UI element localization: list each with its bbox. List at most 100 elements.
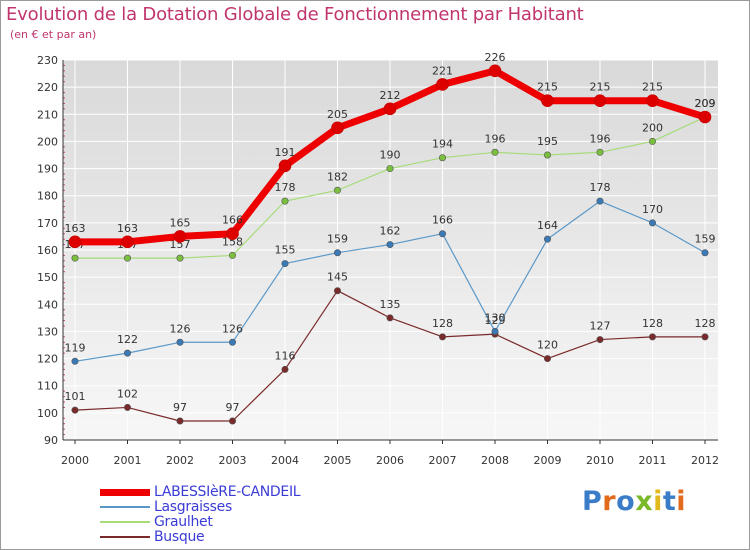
data-label-graulhet: 182 xyxy=(327,170,348,183)
legend-swatch-lasgraisses xyxy=(100,506,150,508)
data-label-busque: 128 xyxy=(695,317,716,330)
legend-label-labessiere: LABESSIèRE-CANDEIL xyxy=(154,484,301,500)
data-label-lasgraisses: 155 xyxy=(275,244,296,257)
data-point-busque xyxy=(281,365,289,373)
data-point-graulhet xyxy=(229,251,237,259)
legend-label-lasgraisses: Lasgraisses xyxy=(154,499,232,515)
data-label-busque: 135 xyxy=(380,298,401,311)
data-label-graulhet: 194 xyxy=(432,138,453,151)
data-label-lasgraisses: 178 xyxy=(590,181,611,194)
data-point-labessi-re-candeil xyxy=(278,159,292,173)
data-label-labessi-re-candeil: 191 xyxy=(275,146,296,159)
y-tick-label: 200 xyxy=(37,135,58,148)
data-label-graulhet: 178 xyxy=(275,181,296,194)
data-label-labessi-re-candeil: 209 xyxy=(695,97,716,110)
data-point-busque xyxy=(229,417,237,425)
data-point-busque xyxy=(124,403,132,411)
data-label-lasgraisses: 166 xyxy=(432,214,453,227)
data-point-lasgraisses xyxy=(543,235,551,243)
data-label-lasgraisses: 159 xyxy=(695,233,716,246)
y-tick-label: 210 xyxy=(37,108,58,121)
data-point-graulhet xyxy=(176,254,184,262)
y-tick-label: 150 xyxy=(37,271,58,284)
data-label-lasgraisses: 164 xyxy=(537,219,558,232)
data-point-lasgraisses xyxy=(176,338,184,346)
data-point-labessi-re-candeil xyxy=(541,94,554,108)
data-point-labessi-re-candeil xyxy=(698,110,712,124)
y-tick-label: 90 xyxy=(44,434,58,447)
x-tick-label: 2010 xyxy=(586,454,614,467)
x-tick-label: 2006 xyxy=(376,454,404,467)
x-tick-label: 2011 xyxy=(639,454,667,467)
data-label-labessi-re-candeil: 165 xyxy=(170,216,191,229)
data-label-busque: 102 xyxy=(117,387,138,400)
x-tick-label: 2001 xyxy=(114,454,142,467)
data-label-busque: 97 xyxy=(226,401,240,414)
logo-letter: i xyxy=(676,486,687,517)
x-tick-label: 2000 xyxy=(61,454,89,467)
logo-letter: r xyxy=(602,486,617,517)
legend-swatch-graulhet xyxy=(100,521,150,523)
data-point-graulhet xyxy=(438,154,446,162)
legend-label-graulhet: Graulhet xyxy=(154,514,213,530)
data-point-lasgraisses xyxy=(596,197,604,205)
data-label-busque: 127 xyxy=(590,320,611,333)
data-label-busque: 97 xyxy=(173,401,187,414)
legend-label-busque: Busque xyxy=(154,529,205,545)
data-point-graulhet xyxy=(386,165,394,173)
x-tick-label: 2003 xyxy=(219,454,247,467)
data-point-labessi-re-candeil xyxy=(226,227,239,241)
data-point-labessi-re-candeil xyxy=(331,121,344,135)
data-point-busque xyxy=(596,336,604,344)
data-label-labessi-re-candeil: 215 xyxy=(590,81,611,94)
data-point-lasgraisses xyxy=(701,249,709,257)
x-tick-label: 2005 xyxy=(324,454,352,467)
data-label-graulhet: 196 xyxy=(485,132,506,145)
data-label-labessi-re-candeil: 205 xyxy=(327,108,348,121)
data-point-graulhet xyxy=(648,137,656,145)
data-label-busque: 145 xyxy=(327,271,348,284)
data-label-busque: 120 xyxy=(537,339,558,352)
y-tick-label: 130 xyxy=(37,325,58,338)
data-point-busque xyxy=(648,333,656,341)
data-label-graulhet: 195 xyxy=(537,135,558,148)
data-label-graulhet: 158 xyxy=(222,235,243,248)
data-point-labessi-re-candeil xyxy=(593,94,607,108)
data-point-labessi-re-candeil xyxy=(646,94,659,108)
data-label-busque: 128 xyxy=(642,317,663,330)
logo-letter: i xyxy=(653,486,663,517)
data-label-graulhet: 209 xyxy=(695,97,716,110)
data-point-labessi-re-candeil xyxy=(436,78,449,91)
y-tick-label: 170 xyxy=(37,217,58,230)
data-point-labessi-re-candeil xyxy=(383,102,397,116)
data-label-busque: 116 xyxy=(275,349,296,362)
y-tick-label: 110 xyxy=(37,380,58,393)
data-label-graulhet: 157 xyxy=(170,238,191,251)
data-point-graulhet xyxy=(71,254,79,262)
x-tick-label: 2008 xyxy=(481,454,509,467)
data-label-lasgraisses: 170 xyxy=(642,203,663,216)
data-label-lasgraisses: 122 xyxy=(117,333,138,346)
logo-letter: t xyxy=(662,486,677,517)
data-label-labessi-re-candeil: 166 xyxy=(222,214,243,227)
data-point-busque xyxy=(333,287,341,295)
data-point-lasgraisses xyxy=(386,241,394,249)
data-label-labessi-re-candeil: 215 xyxy=(642,81,663,94)
logo-letter: x xyxy=(635,486,654,517)
data-label-labessi-re-candeil: 212 xyxy=(380,89,401,102)
data-point-labessi-re-candeil xyxy=(68,235,82,249)
data-point-lasgraisses xyxy=(491,327,499,335)
x-tick-label: 2002 xyxy=(166,454,194,467)
data-point-lasgraisses xyxy=(333,249,341,257)
data-point-graulhet xyxy=(333,186,341,194)
data-label-labessi-re-candeil: 163 xyxy=(65,222,86,235)
y-tick-label: 120 xyxy=(37,353,58,366)
data-point-graulhet xyxy=(491,148,499,156)
data-point-graulhet xyxy=(281,197,289,205)
data-point-busque xyxy=(438,333,446,341)
data-point-busque xyxy=(386,314,394,322)
legend-swatch-busque xyxy=(100,536,150,538)
data-point-graulhet xyxy=(596,148,604,156)
data-label-lasgraisses: 126 xyxy=(222,322,243,335)
data-label-labessi-re-candeil: 215 xyxy=(537,81,558,94)
